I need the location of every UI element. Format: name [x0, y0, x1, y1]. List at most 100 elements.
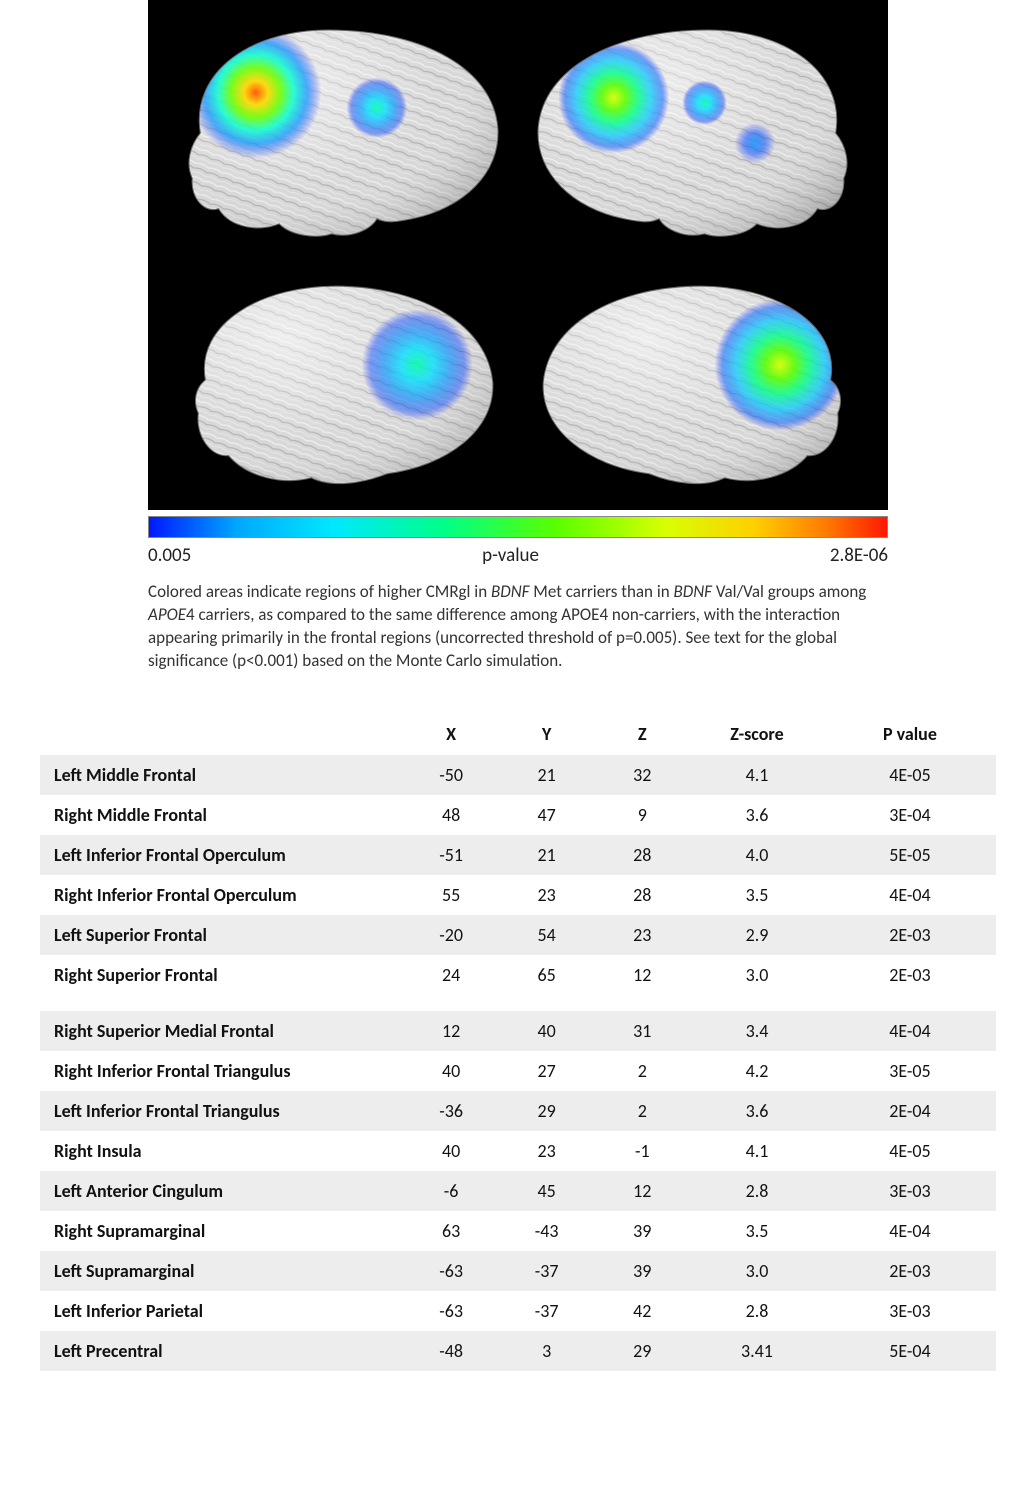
brain-view-right-medial — [523, 264, 876, 506]
table-row: Left Superior Frontal-2054232.92E-03 — [40, 915, 996, 955]
figure-container: 0.005 p-value 2.8E-06 Colored areas indi… — [0, 0, 1036, 1371]
coord-y: 40 — [499, 1011, 595, 1051]
coord-z: 12 — [594, 955, 690, 995]
coord-z: 2 — [594, 1051, 690, 1091]
coord-z: 12 — [594, 1171, 690, 1211]
coord-x: -50 — [403, 755, 499, 795]
coord-y: -43 — [499, 1211, 595, 1251]
coord-x: -51 — [403, 835, 499, 875]
region-label: Left Inferior Frontal Triangulus — [40, 1091, 403, 1131]
z-score: 2.8 — [690, 1171, 824, 1211]
brain-panel — [148, 0, 888, 510]
coordinates-table: XYZZ-scoreP valueLeft Middle Frontal-502… — [40, 713, 996, 1371]
p-value: 5E-04 — [824, 1331, 996, 1371]
coord-y: 23 — [499, 1131, 595, 1171]
brain-view-right-lateral — [523, 12, 876, 254]
region-label: Left Middle Frontal — [40, 755, 403, 795]
activation-hotspot — [735, 123, 775, 163]
region-label: Left Anterior Cingulum — [40, 1171, 403, 1211]
colorbar-labels: 0.005 p-value 2.8E-06 — [148, 544, 888, 567]
region-label: Right Inferior Frontal Triangulus — [40, 1051, 403, 1091]
z-score: 3.5 — [690, 1211, 824, 1251]
z-score: 3.6 — [690, 1091, 824, 1131]
coord-x: 48 — [403, 795, 499, 835]
coord-x: 55 — [403, 875, 499, 915]
table-row: Right Inferior Frontal Triangulus402724.… — [40, 1051, 996, 1091]
p-value: 4E-05 — [824, 755, 996, 795]
coord-z: 23 — [594, 915, 690, 955]
p-value: 4E-04 — [824, 875, 996, 915]
coord-z: -1 — [594, 1131, 690, 1171]
z-score: 4.0 — [690, 835, 824, 875]
coord-z: 42 — [594, 1291, 690, 1331]
table-row: Left Inferior Frontal Triangulus-362923.… — [40, 1091, 996, 1131]
coord-x: -63 — [403, 1251, 499, 1291]
z-score: 4.2 — [690, 1051, 824, 1091]
coord-y: 29 — [499, 1091, 595, 1131]
coord-z: 31 — [594, 1011, 690, 1051]
coord-y: 21 — [499, 755, 595, 795]
coord-x: 63 — [403, 1211, 499, 1251]
table-header-cell: Z — [594, 713, 690, 755]
activation-hotspot — [715, 299, 846, 430]
table-row: Left Middle Frontal-5021324.14E-05 — [40, 755, 996, 795]
colorbar-right-label: 2.8E-06 — [830, 544, 888, 567]
region-label: Right Supramarginal — [40, 1211, 403, 1251]
coord-y: 47 — [499, 795, 595, 835]
table-row: Left Supramarginal-63-37393.02E-03 — [40, 1251, 996, 1291]
table-header-cell — [40, 713, 403, 755]
activation-hotspot — [190, 27, 321, 158]
coord-y: 21 — [499, 835, 595, 875]
region-label: Right Inferior Frontal Operculum — [40, 875, 403, 915]
colorbar — [148, 516, 888, 538]
region-label: Right Middle Frontal — [40, 795, 403, 835]
p-value: 3E-03 — [824, 1291, 996, 1331]
table-row: Right Inferior Frontal Operculum5523283.… — [40, 875, 996, 915]
table-row: Right Middle Frontal484793.63E-04 — [40, 795, 996, 835]
z-score: 2.9 — [690, 915, 824, 955]
coord-y: -37 — [499, 1291, 595, 1331]
table-header-cell: X — [403, 713, 499, 755]
coord-y: 3 — [499, 1331, 595, 1371]
z-score: 3.0 — [690, 1251, 824, 1291]
coord-x: -63 — [403, 1291, 499, 1331]
coord-x: 24 — [403, 955, 499, 995]
region-label: Right Insula — [40, 1131, 403, 1171]
coord-z: 28 — [594, 875, 690, 915]
brain-cell — [160, 12, 513, 254]
coord-z: 29 — [594, 1331, 690, 1371]
p-value: 2E-03 — [824, 915, 996, 955]
table-header-cell: P value — [824, 713, 996, 755]
activation-hotspot — [347, 78, 408, 139]
coord-y: 54 — [499, 915, 595, 955]
coord-x: 40 — [403, 1131, 499, 1171]
table-row: Left Precentral-483293.415E-04 — [40, 1331, 996, 1371]
coord-z: 39 — [594, 1251, 690, 1291]
coord-x: 40 — [403, 1051, 499, 1091]
coord-z: 39 — [594, 1211, 690, 1251]
region-label: Right Superior Frontal — [40, 955, 403, 995]
brain-view-left-lateral — [160, 12, 513, 254]
table-header-cell: Z-score — [690, 713, 824, 755]
coord-y: 45 — [499, 1171, 595, 1211]
p-value: 4E-04 — [824, 1211, 996, 1251]
p-value: 2E-04 — [824, 1091, 996, 1131]
brain-figure: 0.005 p-value 2.8E-06 Colored areas indi… — [148, 0, 888, 673]
p-value: 4E-04 — [824, 1011, 996, 1051]
coord-z: 2 — [594, 1091, 690, 1131]
activation-hotspot — [362, 309, 473, 420]
region-label: Left Inferior Parietal — [40, 1291, 403, 1331]
table-header-row: XYZZ-scoreP value — [40, 713, 996, 755]
table-row: Right Superior Medial Frontal1240313.44E… — [40, 1011, 996, 1051]
coord-y: 23 — [499, 875, 595, 915]
activation-hotspot — [682, 81, 726, 125]
brain-cell — [160, 264, 513, 506]
coord-x: -6 — [403, 1171, 499, 1211]
region-label: Left Inferior Frontal Operculum — [40, 835, 403, 875]
coord-x: -48 — [403, 1331, 499, 1371]
z-score: 4.1 — [690, 755, 824, 795]
z-score: 3.0 — [690, 955, 824, 995]
coord-x: 12 — [403, 1011, 499, 1051]
region-label: Left Superior Frontal — [40, 915, 403, 955]
p-value: 3E-04 — [824, 795, 996, 835]
